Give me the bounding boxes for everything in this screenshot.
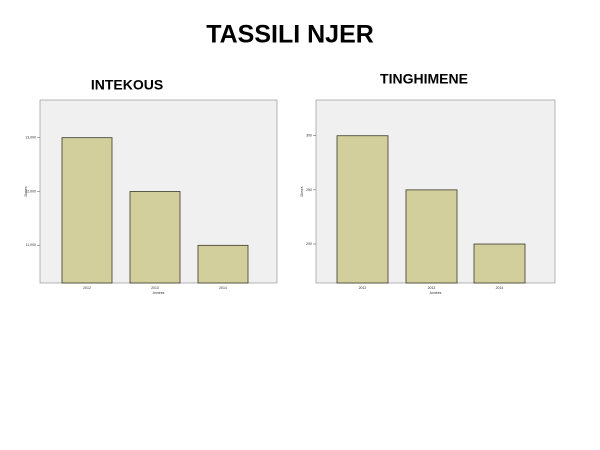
bar: [473, 243, 526, 284]
x-axis-label: Années: [430, 291, 442, 295]
y-tick-label: 11,000: [26, 243, 36, 247]
x-axis-label: Années: [153, 291, 165, 295]
y-tick-label: 300: [306, 134, 312, 138]
y-axis-label: Doses: [300, 186, 304, 196]
x-tick-label: 2013: [151, 286, 159, 290]
y-tick-label: 250: [306, 188, 312, 192]
bar: [336, 135, 389, 284]
chart-title: TINGHIMENE: [380, 71, 468, 87]
bar: [197, 244, 249, 284]
slide-title: TASSILI NJER: [206, 21, 374, 49]
x-tick-label: 2014: [496, 286, 504, 290]
y-tick-label: 13,000: [25, 136, 36, 140]
bar: [129, 191, 181, 284]
x-tick-label: 2012: [359, 286, 367, 290]
y-tick-label: 200: [306, 242, 312, 246]
x-tick-label: 2013: [428, 286, 436, 290]
x-tick-label: 2012: [83, 286, 91, 290]
y-axis-label: Doses: [24, 186, 28, 196]
bar: [405, 189, 458, 284]
chart-title: INTEKOUS: [91, 77, 163, 93]
y-tick-label: 12,000: [25, 189, 36, 193]
bar: [61, 137, 113, 284]
x-tick-label: 2014: [219, 286, 227, 290]
